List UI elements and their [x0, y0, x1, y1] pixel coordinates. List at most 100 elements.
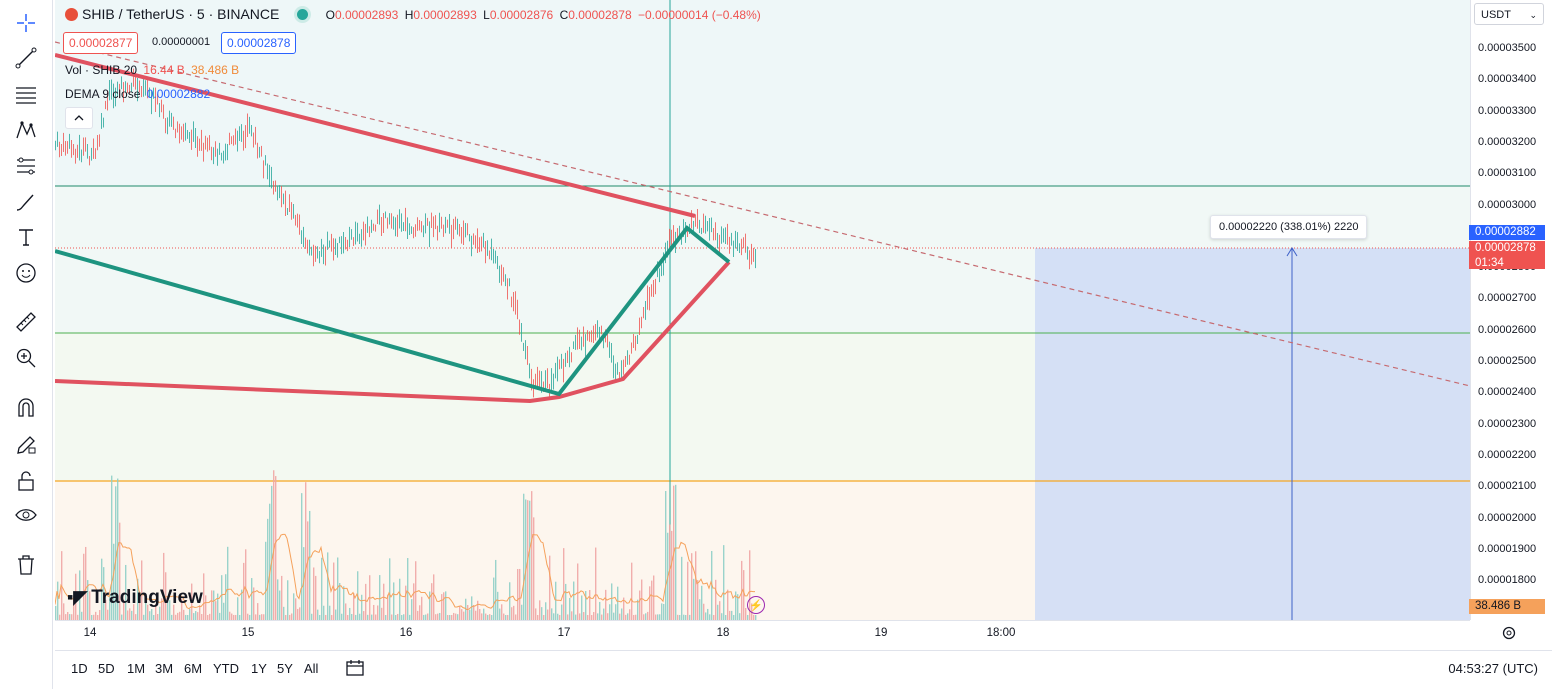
zoom-icon[interactable]: [9, 343, 43, 373]
chart-pane[interactable]: SHIB / TetherUS · 5 · BINANCE O0.0000289…: [55, 0, 1470, 620]
volume-bar: [237, 597, 239, 620]
range-button-all[interactable]: All: [304, 661, 319, 676]
volume-bar: [129, 608, 131, 620]
volume-bar: [679, 614, 681, 620]
trash-icon[interactable]: [9, 550, 43, 580]
volume-bar: [639, 590, 641, 620]
volume-bar: [367, 614, 369, 620]
volume-bar: [67, 611, 69, 620]
volume-bar: [377, 605, 379, 620]
volume-bar: [417, 610, 419, 620]
fib-icon[interactable]: [9, 80, 43, 110]
volume-bar: [177, 612, 179, 620]
sell-button[interactable]: 0.00002877: [63, 32, 139, 54]
magnet-icon[interactable]: [9, 393, 43, 423]
price-tick: 0.00002600: [1478, 323, 1537, 336]
volume-bar: [351, 613, 353, 620]
volume-bar: [629, 609, 631, 620]
range-button-3m[interactable]: 3M: [155, 661, 174, 676]
volume-bar: [573, 581, 575, 620]
volume-bar: [623, 597, 625, 620]
volume-bar: [259, 614, 261, 620]
volume-bar: [359, 613, 361, 620]
lock-draw-icon[interactable]: [9, 430, 43, 460]
volume-bar: [57, 581, 59, 620]
tradingview-logo[interactable]: ▪◤ TradingView: [67, 587, 203, 608]
volume-bar: [659, 614, 661, 620]
volume-bar: [645, 613, 647, 620]
measure-box: [1035, 248, 1470, 620]
pattern-icon[interactable]: [9, 115, 43, 145]
utc-clock[interactable]: 04:53:27 (UTC): [1448, 661, 1538, 676]
volume-bar: [709, 614, 711, 620]
volume-bar: [295, 598, 297, 620]
volume-bar: [475, 610, 477, 620]
time-tick: 18:00: [986, 627, 1016, 639]
volume-bar: [153, 614, 155, 620]
volume-bar: [649, 586, 651, 620]
volume-bar: [583, 612, 585, 620]
unlock-icon[interactable]: [9, 466, 43, 496]
volume-bar: [685, 614, 687, 620]
volume-bar: [269, 503, 271, 620]
range-button-1d[interactable]: 1D: [71, 661, 88, 676]
eye-icon[interactable]: [9, 500, 43, 530]
volume-bar: [401, 614, 403, 620]
emoji-icon[interactable]: [9, 258, 43, 288]
prediction-icon[interactable]: [9, 151, 43, 181]
volume-bar: [549, 555, 551, 620]
spread-value: 0.00000001: [152, 36, 211, 48]
range-button-6m[interactable]: 6M: [184, 661, 203, 676]
volume-bar: [199, 605, 201, 620]
brush-icon[interactable]: [9, 187, 43, 217]
volume-bar: [651, 580, 653, 620]
range-button-5d[interactable]: 5D: [98, 661, 115, 676]
price-axis[interactable]: USDT ⌄ 0.00003500 0.00003400 0.00003300 0.00…: [1470, 0, 1552, 620]
volume-bar: [253, 587, 255, 620]
range-button-1y[interactable]: 1Y: [251, 661, 267, 676]
volume-bar: [561, 604, 563, 620]
volume-bar: [363, 611, 365, 620]
range-button-ytd[interactable]: YTD: [213, 661, 239, 676]
volume-bar: [461, 609, 463, 620]
volume-bar: [517, 568, 519, 620]
dema-price-tag: 0.00002882: [1469, 225, 1545, 240]
volume-bar: [231, 613, 233, 620]
volume-bar: [505, 615, 507, 620]
dema-legend[interactable]: DEMA 9 close 0.00002882: [65, 87, 211, 101]
volume-bar: [741, 560, 743, 620]
crosshair-icon[interactable]: [9, 8, 43, 38]
buy-button[interactable]: 0.00002878: [221, 32, 297, 54]
text-icon[interactable]: [9, 222, 43, 252]
range-button-1m[interactable]: 1M: [127, 661, 146, 676]
volume-bar: [107, 609, 109, 620]
volume-bar: [289, 614, 291, 620]
lightning-icon[interactable]: ⚡: [747, 596, 765, 614]
settings-icon[interactable]: [1500, 624, 1518, 642]
trend-line-icon[interactable]: [9, 43, 43, 73]
ruler-icon[interactable]: [9, 307, 43, 337]
volume-bar: [545, 602, 547, 620]
currency-select[interactable]: USDT ⌄: [1474, 3, 1544, 25]
volume-bar: [109, 593, 111, 620]
volume-bar: [569, 597, 571, 620]
calendar-icon[interactable]: [345, 658, 365, 678]
volume-bar: [689, 614, 691, 620]
volume-bar: [405, 585, 407, 620]
shib-coin-icon: [65, 8, 78, 21]
volume-bar: [597, 613, 599, 620]
volume-legend[interactable]: Vol · SHIB 20 16.44 B 38.486 B: [65, 63, 240, 77]
volume-bar: [399, 578, 401, 620]
volume-bar: [571, 611, 573, 620]
time-axis[interactable]: 14 15 16 17 18 19 18:00: [55, 620, 1470, 649]
volume-bar: [587, 614, 589, 620]
volume-bar: [543, 614, 545, 620]
range-button-5y[interactable]: 5Y: [277, 661, 293, 676]
symbol-title[interactable]: SHIB / TetherUS · 5 · BINANCE: [82, 6, 280, 22]
price-tick: 0.00003100: [1478, 167, 1537, 180]
volume-bar: [189, 608, 191, 620]
chart-canvas[interactable]: [55, 0, 1470, 620]
collapse-legend-button[interactable]: [65, 107, 93, 129]
volume-bar: [703, 603, 705, 620]
volume-bar: [449, 614, 451, 620]
